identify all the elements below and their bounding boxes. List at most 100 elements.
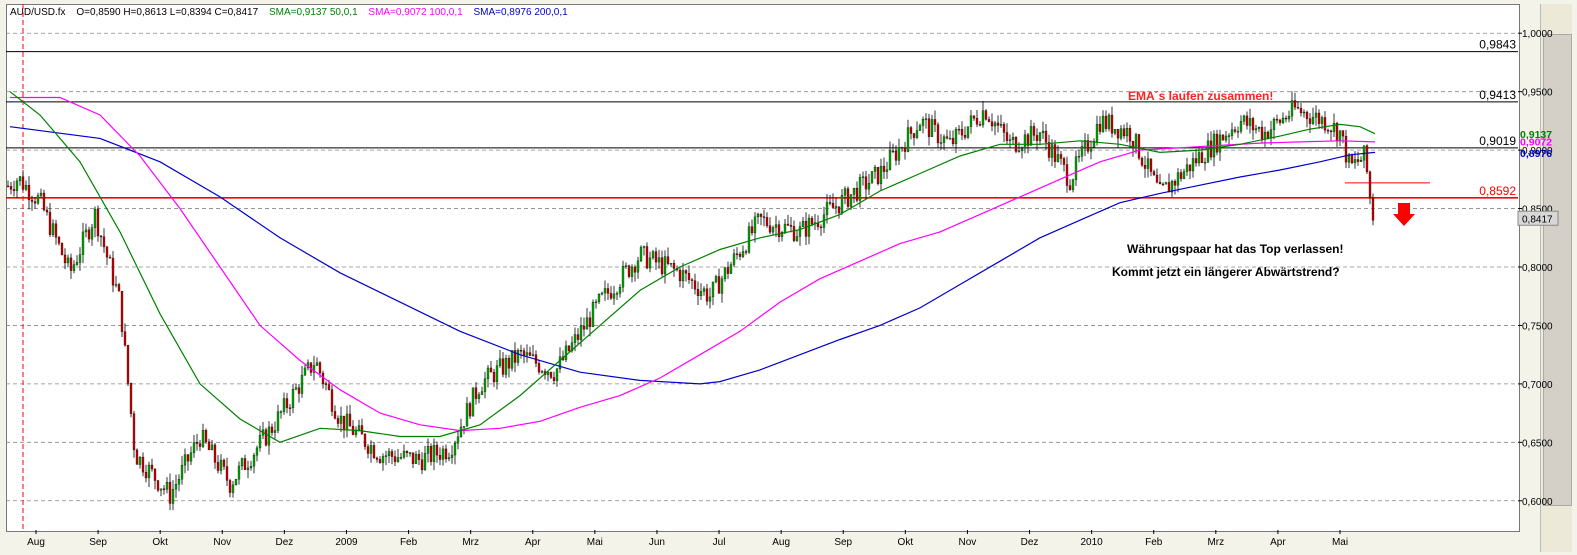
candle-body <box>891 150 895 153</box>
candle-body <box>141 456 145 473</box>
vertical-scrollbar[interactable] <box>1540 4 1572 552</box>
candle-body <box>348 413 352 427</box>
candle-body <box>1248 118 1252 126</box>
candle-body <box>900 147 904 149</box>
sma100-end-label: 0,9072 <box>1520 137 1552 149</box>
candle-body <box>1332 123 1336 132</box>
candle-body <box>408 452 412 454</box>
candle-body <box>1245 115 1249 126</box>
candle-body <box>186 454 190 462</box>
candle-body <box>927 118 931 137</box>
candle-body <box>468 403 472 417</box>
candle-body <box>501 358 505 375</box>
candle-body <box>27 185 31 201</box>
candle-body <box>942 136 946 143</box>
candle-body <box>294 387 298 390</box>
candle-body <box>1305 111 1309 119</box>
candle-body <box>369 445 373 454</box>
candle-body <box>1122 128 1126 137</box>
candle-body <box>1161 183 1165 186</box>
candle-body <box>357 425 361 431</box>
candle-body <box>270 426 274 433</box>
candle-body <box>1125 128 1129 137</box>
candle-body <box>1314 112 1318 118</box>
candle-body <box>297 387 301 394</box>
candle-body <box>936 124 940 144</box>
candle-body <box>747 226 751 253</box>
candle-body <box>1353 159 1357 164</box>
candle-body <box>1026 134 1030 146</box>
candle-body <box>327 384 331 390</box>
candle-body <box>1107 114 1111 129</box>
down-arrow-icon <box>1393 203 1415 226</box>
candle-body <box>1215 133 1219 153</box>
candle-body <box>201 430 205 447</box>
candle-body <box>231 484 235 493</box>
scrollbar-thumb[interactable] <box>1543 34 1572 506</box>
candle-body <box>1359 160 1363 162</box>
candle-body <box>1113 129 1117 134</box>
candle-body <box>1086 140 1090 152</box>
candle-body <box>363 434 367 447</box>
candle-body <box>1224 135 1228 141</box>
y-tick-label: 1,0000 <box>1522 29 1553 40</box>
candle-body <box>1065 164 1069 186</box>
candle-body <box>1095 124 1099 142</box>
candle-body <box>825 202 829 216</box>
candle-body <box>342 415 346 431</box>
candle-body <box>1044 130 1048 143</box>
candle-body <box>39 192 43 196</box>
candle-body <box>402 451 406 458</box>
candle-body <box>732 253 736 265</box>
candle-body <box>912 133 916 138</box>
candle-body <box>639 247 643 262</box>
candle-body <box>138 456 142 465</box>
sma50-line <box>9 91 1376 443</box>
last-price-box <box>1517 210 1559 226</box>
x-tick-label: Jul <box>713 537 726 548</box>
candle-body <box>831 202 835 208</box>
candle-body <box>300 374 304 394</box>
x-tick-label: Apr <box>525 537 541 548</box>
candle-body <box>549 372 553 378</box>
ema-annotation: EMA´s laufen zusammen! <box>1128 89 1274 103</box>
candle-body <box>1056 154 1060 162</box>
candle-body <box>384 455 388 457</box>
candle-body <box>360 425 364 435</box>
candle-body <box>450 454 454 458</box>
candle-body <box>54 223 58 238</box>
candle-body <box>1290 100 1294 117</box>
candle-body <box>723 267 727 279</box>
candle-body <box>1272 119 1276 130</box>
candle-body <box>465 403 469 427</box>
candle-body <box>372 445 376 459</box>
candle-body <box>597 294 601 303</box>
candle-body <box>1227 135 1231 137</box>
candle-body <box>882 165 886 172</box>
candle-body <box>708 296 712 302</box>
candle-body <box>858 177 862 201</box>
candle-body <box>441 448 445 460</box>
candle-body <box>126 345 130 384</box>
candle-body <box>609 293 613 299</box>
candle-body <box>1365 145 1369 173</box>
candle-body <box>1218 134 1222 153</box>
candle-body <box>951 137 955 145</box>
candle-body <box>24 185 28 190</box>
candle-body <box>804 221 808 237</box>
candle-body <box>1134 134 1138 149</box>
candle-body <box>615 293 619 295</box>
candle-body <box>870 171 874 184</box>
candle-body <box>744 251 748 253</box>
candle-body <box>984 110 988 120</box>
candle-body <box>726 267 730 274</box>
candle-body <box>702 288 706 292</box>
candle-body <box>969 115 973 127</box>
candle-body <box>135 449 139 465</box>
y-tick-label: 0,8500 <box>1522 205 1553 216</box>
candle-body <box>585 317 589 330</box>
candle-body <box>621 266 625 288</box>
candle-body <box>117 284 121 292</box>
candle-body <box>1278 119 1282 123</box>
candle-body <box>735 253 739 255</box>
